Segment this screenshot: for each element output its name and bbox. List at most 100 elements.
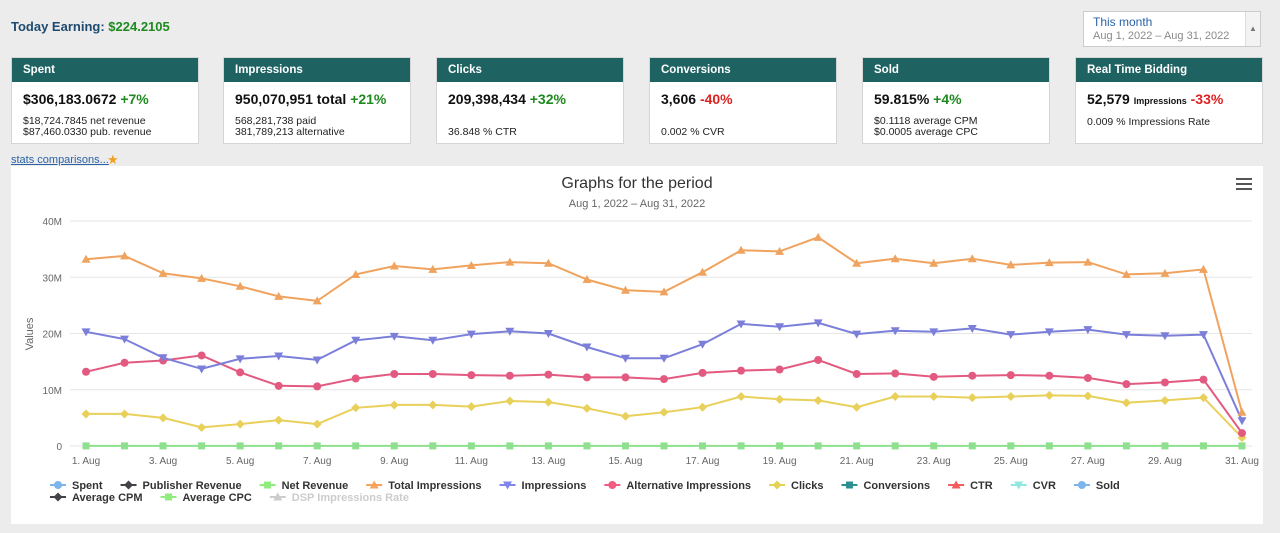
data-point[interactable] <box>313 442 321 450</box>
data-point[interactable] <box>389 400 399 410</box>
data-point[interactable] <box>428 370 437 378</box>
data-point[interactable] <box>351 403 361 413</box>
data-point[interactable] <box>1044 390 1054 400</box>
data-point[interactable] <box>158 354 168 363</box>
data-point[interactable] <box>1083 373 1092 382</box>
data-point[interactable] <box>466 402 476 412</box>
data-point[interactable] <box>1044 328 1054 337</box>
data-point[interactable] <box>1160 332 1170 341</box>
data-point[interactable] <box>852 402 862 412</box>
data-point[interactable] <box>505 257 515 266</box>
legend-marker[interactable] <box>264 481 272 489</box>
data-point[interactable] <box>236 442 244 450</box>
data-point[interactable] <box>351 336 361 345</box>
dropdown-caret-icon[interactable]: ▲ <box>1245 12 1260 46</box>
data-point[interactable] <box>274 291 284 300</box>
data-point[interactable] <box>81 409 91 419</box>
data-point[interactable] <box>929 258 939 267</box>
data-point[interactable] <box>120 251 130 260</box>
legend-item[interactable]: Average CPM <box>50 492 143 504</box>
data-point[interactable] <box>197 365 207 374</box>
data-point[interactable] <box>274 415 284 425</box>
data-point[interactable] <box>82 442 90 450</box>
data-point[interactable] <box>1006 331 1016 340</box>
data-point[interactable] <box>1237 407 1247 416</box>
data-point[interactable] <box>775 365 784 374</box>
data-point[interactable] <box>1121 398 1131 408</box>
data-point[interactable] <box>1198 393 1208 403</box>
data-point[interactable] <box>967 324 977 333</box>
data-point[interactable] <box>235 355 245 364</box>
data-point[interactable] <box>1006 392 1016 401</box>
data-point[interactable] <box>659 287 669 296</box>
legend-marker[interactable] <box>53 492 63 502</box>
data-point[interactable] <box>120 409 130 419</box>
data-point[interactable] <box>1121 269 1131 278</box>
data-point[interactable] <box>506 442 514 450</box>
data-point[interactable] <box>660 442 668 450</box>
data-point[interactable] <box>659 354 669 363</box>
legend-marker[interactable] <box>772 480 782 490</box>
data-point[interactable] <box>1122 442 1130 450</box>
data-point[interactable] <box>814 355 823 364</box>
data-point[interactable] <box>274 381 283 390</box>
data-point[interactable] <box>543 258 553 267</box>
data-point[interactable] <box>929 328 939 337</box>
legend-item[interactable]: Total Impressions <box>366 480 482 492</box>
data-point[interactable] <box>1083 391 1093 401</box>
data-point[interactable] <box>698 340 708 349</box>
data-point[interactable] <box>929 372 938 381</box>
data-point[interactable] <box>389 261 399 270</box>
legend-item[interactable]: Alternative Impressions <box>604 480 751 492</box>
data-point[interactable] <box>467 442 475 450</box>
data-point[interactable] <box>1160 268 1170 277</box>
data-point[interactable] <box>466 330 476 339</box>
legend-item[interactable]: Publisher Revenue <box>120 480 242 492</box>
legend-marker[interactable] <box>1077 481 1086 489</box>
data-point[interactable] <box>929 392 939 401</box>
data-point[interactable] <box>620 285 630 294</box>
data-point[interactable] <box>930 442 938 450</box>
data-point[interactable] <box>428 400 438 410</box>
data-point[interactable] <box>736 392 746 401</box>
legend-item[interactable]: Conversions <box>841 480 930 492</box>
data-point[interactable] <box>1199 442 1207 450</box>
legend-item[interactable]: Spent <box>50 480 103 492</box>
data-point[interactable] <box>351 374 360 383</box>
data-point[interactable] <box>890 254 900 263</box>
data-point[interactable] <box>891 369 900 378</box>
data-point[interactable] <box>775 394 785 404</box>
data-point[interactable] <box>890 392 900 401</box>
hamburger-menu-icon[interactable] <box>1236 178 1252 192</box>
data-point[interactable] <box>1160 395 1170 405</box>
data-point[interactable] <box>505 371 514 380</box>
data-point[interactable] <box>390 370 399 378</box>
legend-item[interactable]: DSP Impressions Rate <box>269 492 409 504</box>
legend-marker[interactable] <box>1014 481 1024 490</box>
data-point[interactable] <box>620 411 630 421</box>
data-point[interactable] <box>351 269 361 278</box>
legend-item[interactable]: Average CPC <box>160 492 252 504</box>
data-point[interactable] <box>775 246 785 255</box>
data-point[interactable] <box>197 351 206 360</box>
data-point[interactable] <box>120 335 130 344</box>
data-point[interactable] <box>583 442 591 450</box>
data-point[interactable] <box>312 419 322 429</box>
data-point[interactable] <box>1199 375 1208 384</box>
legend-item[interactable]: Clicks <box>769 480 823 492</box>
data-point[interactable] <box>158 268 168 277</box>
legend-marker[interactable] <box>124 480 134 490</box>
data-point[interactable] <box>698 402 708 412</box>
data-point[interactable] <box>235 281 245 290</box>
data-point[interactable] <box>968 442 976 450</box>
data-point[interactable] <box>1161 442 1169 450</box>
legend-marker[interactable] <box>165 493 173 501</box>
data-point[interactable] <box>1237 417 1247 426</box>
data-point[interactable] <box>621 442 629 450</box>
data-point[interactable] <box>737 366 746 375</box>
data-point[interactable] <box>852 258 862 267</box>
data-point[interactable] <box>1045 371 1054 380</box>
data-point[interactable] <box>544 442 552 450</box>
data-point[interactable] <box>621 373 630 382</box>
legend-marker[interactable] <box>845 481 853 489</box>
